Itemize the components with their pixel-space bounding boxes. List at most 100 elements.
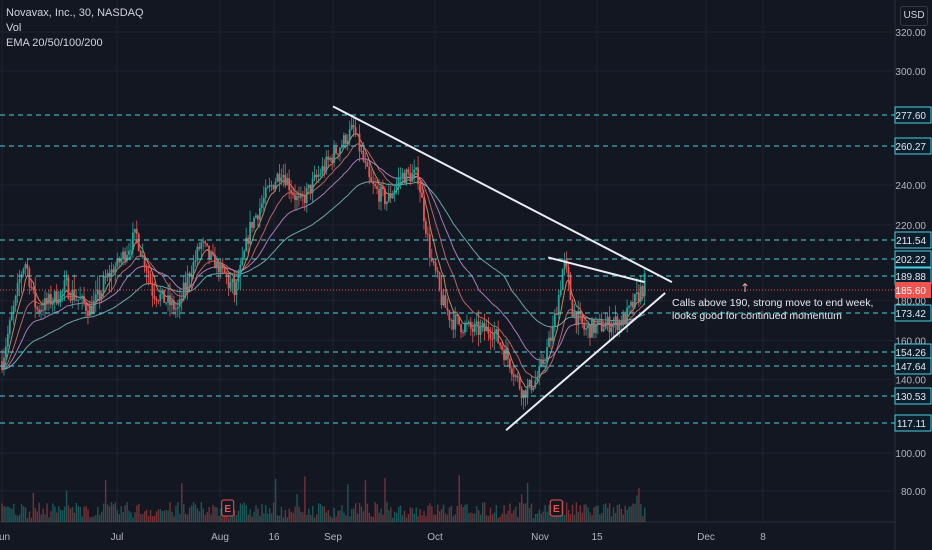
y-tick-label-7: 100.00	[895, 449, 926, 460]
volume-bar-273	[534, 514, 537, 522]
y-tick-label-2: 240.00	[895, 181, 926, 192]
candle-body	[305, 188, 308, 203]
candle-101	[198, 242, 201, 252]
candle-body	[469, 321, 472, 329]
candle-body	[196, 246, 199, 261]
candle-209	[409, 163, 412, 186]
candle-body	[456, 314, 459, 317]
volume-label[interactable]: Vol	[6, 22, 22, 34]
candle-103	[202, 237, 205, 251]
candle-243	[475, 312, 478, 336]
symbol-title[interactable]: Novavax, Inc., 30, NASDAQ	[6, 7, 144, 19]
volume-bar-48	[95, 515, 97, 522]
volume-bar-125	[245, 505, 247, 522]
volume-bar-200	[392, 517, 394, 522]
candle-35	[69, 291, 72, 304]
volume-bar-248	[485, 515, 488, 522]
candle-27	[53, 289, 56, 312]
volume-bar-14	[28, 511, 31, 522]
candle-body	[276, 173, 279, 182]
candle-body	[591, 319, 593, 338]
candle-214	[419, 177, 421, 203]
candle-120	[235, 279, 238, 306]
candle-1	[3, 348, 5, 376]
candle-279	[546, 338, 548, 372]
candle-137	[268, 177, 271, 193]
candle-68	[133, 228, 136, 241]
candle-313	[612, 317, 615, 340]
candle-0	[1, 349, 3, 373]
level-badge-9	[894, 414, 932, 432]
volume-bar-59	[116, 510, 119, 522]
candle-171	[335, 142, 337, 155]
volume-bar-101	[198, 511, 201, 522]
candle-96	[188, 271, 191, 291]
candle-66	[130, 240, 132, 261]
volume-bar-250	[489, 507, 492, 522]
candle-body	[47, 294, 50, 303]
level-badge-8	[894, 387, 932, 405]
volume-bar-153	[300, 511, 302, 522]
candle-body	[22, 268, 25, 275]
candle-body	[380, 186, 382, 202]
x-tick-label-4: Sep	[324, 532, 342, 543]
volume-bar-308	[603, 504, 605, 522]
candle-body	[108, 273, 111, 276]
candle-body	[206, 243, 209, 246]
volume-bar-108	[212, 504, 214, 522]
volume-bar-121	[237, 510, 240, 522]
candle-145	[284, 163, 287, 188]
candle-body	[536, 377, 539, 381]
candle-252	[493, 321, 496, 351]
candle-body	[464, 323, 466, 333]
volume-bar-49	[97, 506, 99, 522]
candle-body	[85, 303, 87, 311]
candle-body	[632, 301, 634, 308]
volume-bar-136	[267, 513, 269, 522]
candle-body	[28, 268, 31, 287]
volume-bar-315	[616, 504, 619, 522]
volume-bar-218	[427, 505, 429, 522]
candle-146	[286, 173, 289, 186]
volume-bar-4	[9, 507, 11, 522]
candle-body	[643, 273, 646, 296]
candle-154	[301, 190, 304, 207]
candle-body	[477, 321, 480, 335]
candle-136	[266, 185, 269, 189]
candle-191	[374, 177, 377, 189]
candle-body	[167, 295, 169, 303]
candle-131	[257, 214, 259, 227]
candle-body	[516, 375, 519, 378]
currency-badge[interactable]: USD	[900, 6, 928, 26]
candle-208	[407, 166, 410, 176]
candle-245	[479, 319, 482, 343]
volume-bar-29	[58, 506, 60, 522]
volume-bar-293	[573, 514, 576, 522]
candle-250	[489, 327, 492, 351]
candle-body	[620, 320, 623, 326]
indicator-label[interactable]: EMA 20/50/100/200	[6, 37, 103, 49]
volume-bar-259	[507, 510, 509, 522]
candle-body	[208, 245, 210, 259]
candle-324	[634, 293, 636, 309]
candle-180	[352, 116, 355, 137]
volume-bar-277	[542, 511, 544, 522]
volume-bar-205	[401, 515, 404, 522]
candle-body	[335, 147, 337, 154]
candle-body	[233, 279, 236, 296]
candle-281	[550, 325, 552, 350]
x-tick-label-0: Jun	[0, 532, 10, 543]
candle-39	[77, 299, 80, 310]
volume-bar-201	[394, 511, 396, 522]
candle-303	[592, 319, 595, 339]
volume-bar-203	[397, 506, 400, 522]
candle-body	[299, 194, 302, 198]
candle-body	[585, 328, 587, 330]
volume-bar-324	[634, 503, 636, 522]
candle-305	[596, 319, 599, 335]
candle-body	[325, 156, 328, 172]
volume-bar-245	[479, 514, 482, 522]
volume-bar-104	[204, 514, 206, 522]
candle-268	[524, 389, 527, 407]
